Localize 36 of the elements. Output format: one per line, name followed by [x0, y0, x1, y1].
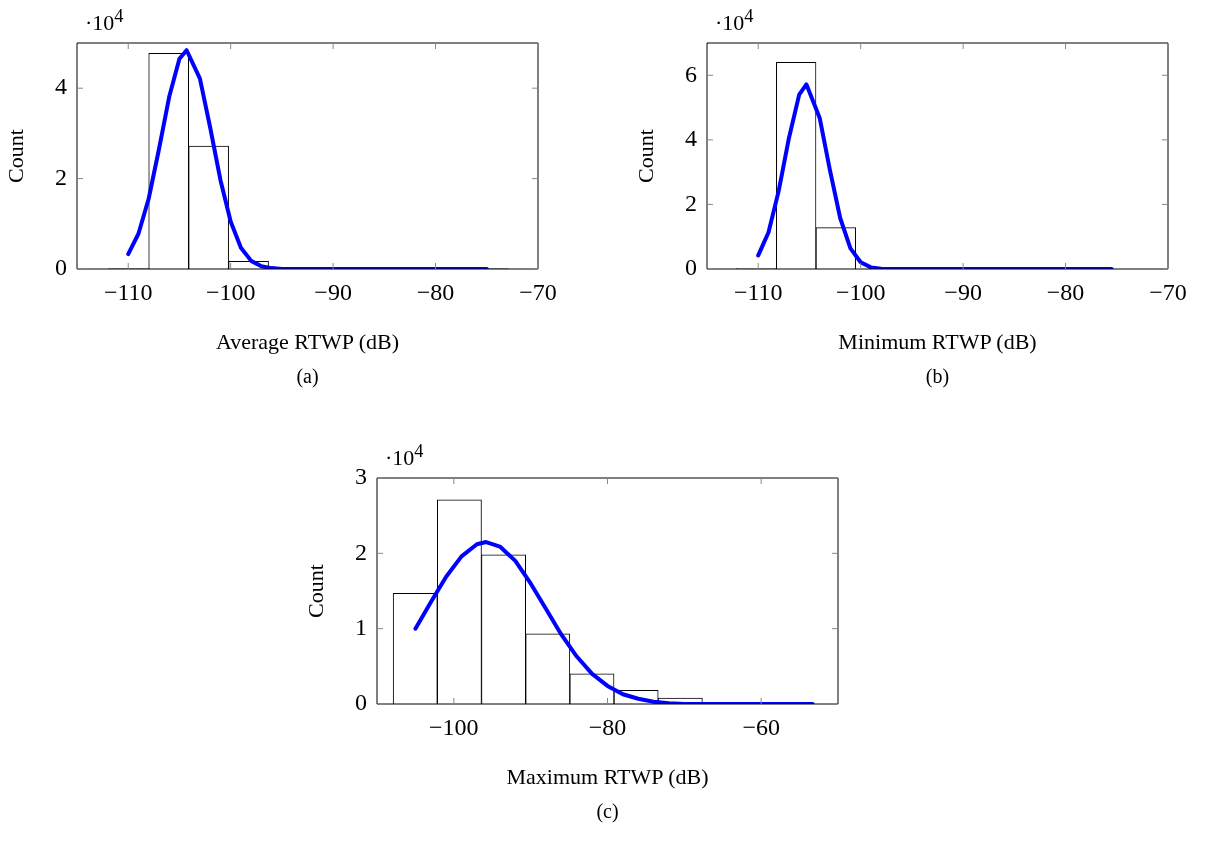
text: (c) — [596, 800, 619, 823]
x-tick-label: −80 — [416, 278, 455, 305]
y-tick-label: 1 — [355, 613, 367, 640]
x-tick-label: −90 — [944, 278, 982, 305]
x-tick-label: −60 — [742, 713, 780, 740]
y-tick-label: 4 — [685, 125, 697, 152]
x-axis-title: Minimum RTWP (dB) — [838, 328, 1037, 354]
x-tick-label: −90 — [314, 278, 352, 305]
x-tick-label: −100 — [205, 278, 256, 305]
x-tick-label: −80 — [588, 713, 627, 740]
x-tick-label: −80 — [1046, 278, 1085, 305]
text: ·10$^{4}$ — [385, 441, 424, 472]
y-tick-label: 4 — [55, 73, 67, 100]
x-tick-label: −100 — [835, 278, 886, 305]
y-tick-label: 2 — [355, 538, 367, 565]
y-tick-label: 0 — [685, 254, 697, 281]
text: (a) — [296, 365, 319, 388]
text: (b) — [925, 365, 950, 388]
x-axis-title: Average RTWP (dB) — [215, 328, 400, 354]
text: ·10$^{4}$ — [85, 6, 124, 37]
y-tick-label: 0 — [55, 254, 67, 281]
x-tick-label: −110 — [733, 278, 783, 305]
text: ·10$^{4}$ — [715, 6, 754, 37]
x-tick-label: −70 — [1149, 278, 1187, 305]
y-axis-title: Count — [302, 564, 328, 618]
y-tick-label: 2 — [55, 163, 67, 190]
y-tick-label: 3 — [355, 463, 367, 490]
x-tick-label: −70 — [519, 278, 557, 305]
y-axis-title: Count — [632, 129, 658, 183]
x-axis-title: Maximum RTWP (dB) — [506, 763, 709, 789]
x-tick-label: −110 — [103, 278, 153, 305]
y-tick-label: 6 — [685, 60, 697, 87]
y-axis-title: Count — [2, 129, 28, 183]
y-tick-label: 0 — [355, 689, 367, 716]
x-tick-label: −100 — [429, 713, 479, 740]
y-tick-label: 2 — [685, 189, 697, 216]
